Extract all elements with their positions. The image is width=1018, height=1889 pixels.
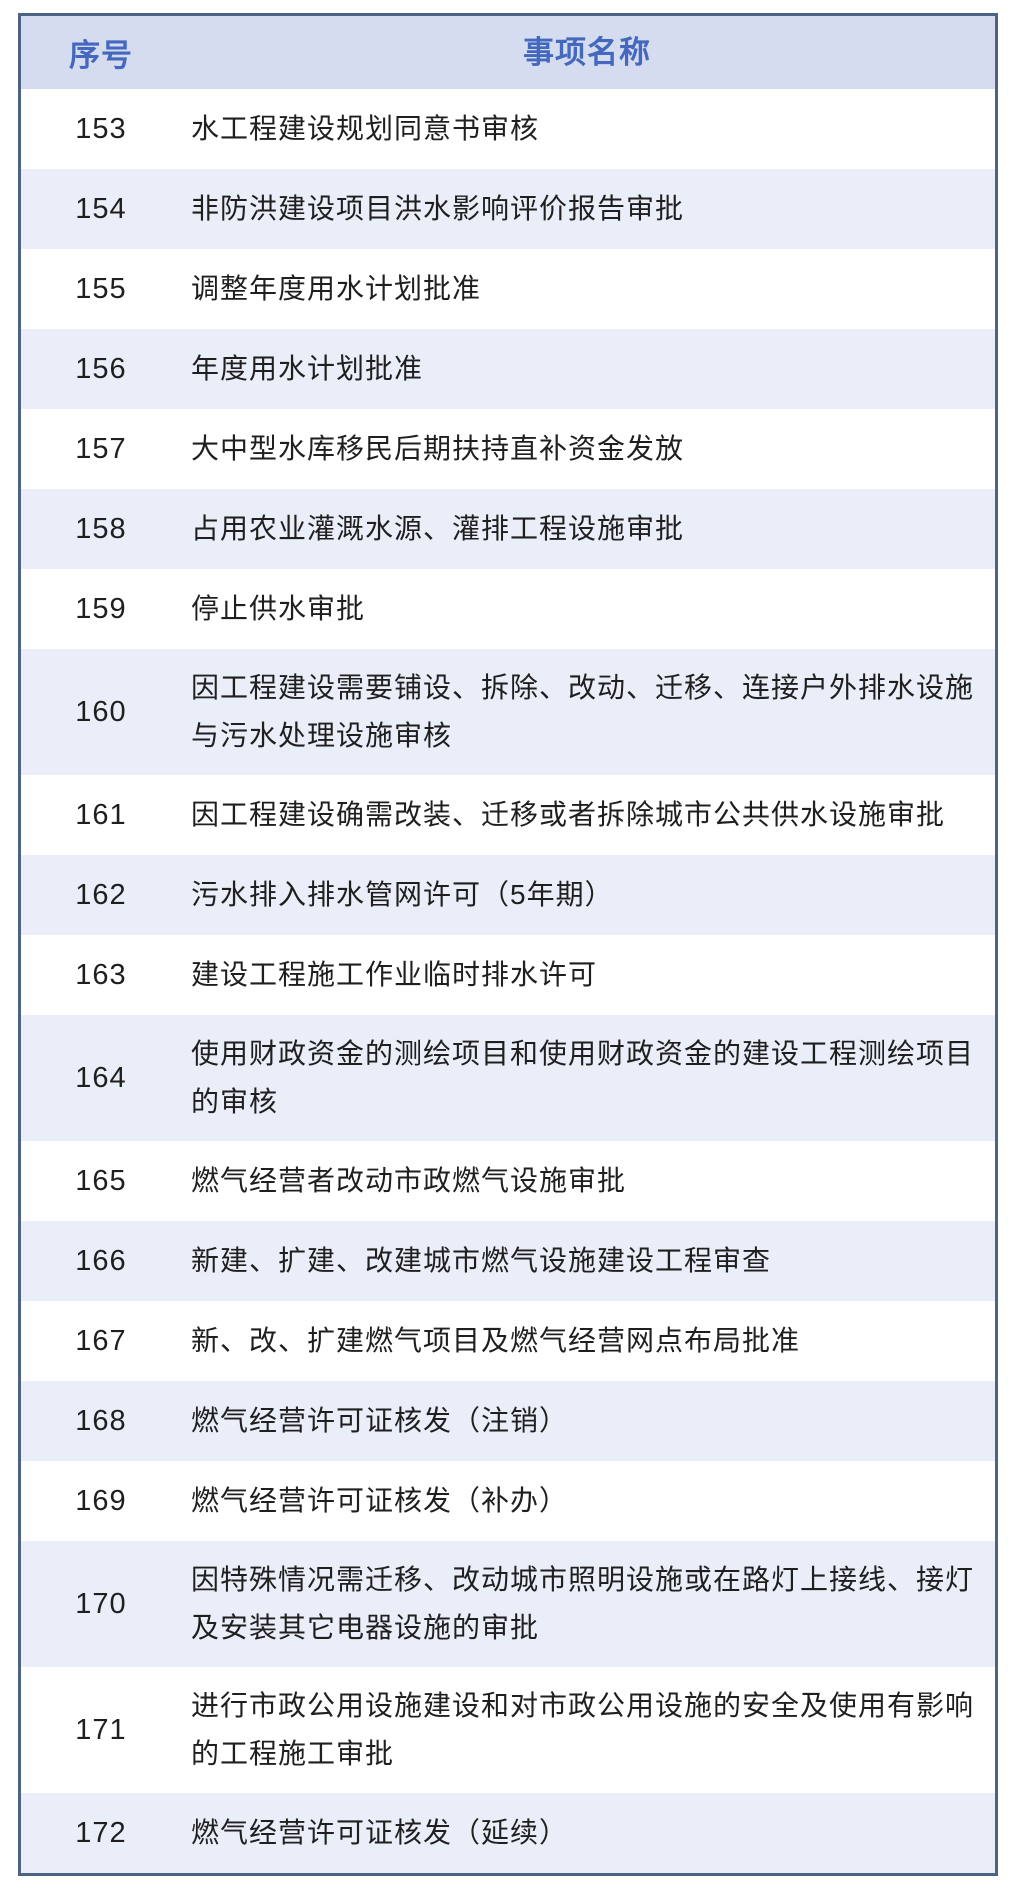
table-row: 163 建设工程施工作业临时排水许可 — [21, 935, 995, 1015]
row-name: 水工程建设规划同意书审核 — [191, 113, 540, 144]
table-row: 166 新建、扩建、改建城市燃气设施建设工程审查 — [21, 1221, 995, 1301]
row-number: 154 — [75, 192, 127, 225]
row-name: 年度用水计划批准 — [191, 353, 424, 384]
row-number: 164 — [75, 1061, 127, 1094]
table-row: 170 因特殊情况需迁移、改动城市照明设施或在路灯上接线、接灯及安装其它电器设施… — [21, 1541, 995, 1667]
row-name: 因特殊情况需迁移、改动城市照明设施或在路灯上接线、接灯及安装其它电器设施的审批 — [191, 1564, 975, 1643]
row-name: 大中型水库移民后期扶持直补资金发放 — [191, 433, 685, 464]
row-number: 160 — [75, 695, 127, 728]
row-name: 新建、扩建、改建城市燃气设施建设工程审查 — [191, 1245, 772, 1276]
row-name: 使用财政资金的测绘项目和使用财政资金的建设工程测绘项目的审核 — [191, 1038, 975, 1117]
row-number: 166 — [75, 1244, 127, 1277]
row-name: 燃气经营许可证核发（补办） — [191, 1485, 569, 1516]
row-number: 170 — [75, 1587, 127, 1620]
table-row: 155 调整年度用水计划批准 — [21, 249, 995, 329]
table-row: 161 因工程建设确需改装、迁移或者拆除城市公共供水设施审批 — [21, 775, 995, 855]
row-name: 停止供水审批 — [191, 593, 366, 624]
row-name: 因工程建设确需改装、迁移或者拆除城市公共供水设施审批 — [191, 799, 946, 830]
table-row: 169 燃气经营许可证核发（补办） — [21, 1461, 995, 1541]
row-name: 调整年度用水计划批准 — [191, 273, 482, 304]
row-number: 171 — [75, 1713, 127, 1746]
row-name: 燃气经营许可证核发（注销） — [191, 1405, 569, 1436]
row-name: 污水排入排水管网许可（5年期） — [191, 879, 614, 910]
row-number: 172 — [75, 1816, 127, 1849]
row-number: 167 — [75, 1324, 127, 1357]
row-name: 新、改、扩建燃气项目及燃气经营网点布局批准 — [191, 1325, 801, 1356]
row-number: 158 — [75, 512, 127, 545]
table-row: 168 燃气经营许可证核发（注销） — [21, 1381, 995, 1461]
table-row: 162 污水排入排水管网许可（5年期） — [21, 855, 995, 935]
row-number: 165 — [75, 1164, 127, 1197]
row-name: 因工程建设需要铺设、拆除、改动、迁移、连接户外排水设施与污水处理设施审核 — [191, 672, 975, 751]
row-name: 燃气经营者改动市政燃气设施审批 — [191, 1165, 627, 1196]
row-number: 169 — [75, 1484, 127, 1517]
table-header-row: 序号 事项名称 — [21, 16, 995, 89]
row-name: 建设工程施工作业临时排水许可 — [191, 959, 598, 990]
header-cell-seq: 序号 — [69, 38, 133, 73]
table-row: 167 新、改、扩建燃气项目及燃气经营网点布局批准 — [21, 1301, 995, 1381]
table-row: 156 年度用水计划批准 — [21, 329, 995, 409]
table-row: 164 使用财政资金的测绘项目和使用财政资金的建设工程测绘项目的审核 — [21, 1015, 995, 1141]
row-name: 进行市政公用设施建设和对市政公用设施的安全及使用有影响的工程施工审批 — [191, 1690, 975, 1769]
row-number: 156 — [75, 352, 127, 385]
table-row: 157 大中型水库移民后期扶持直补资金发放 — [21, 409, 995, 489]
row-number: 162 — [75, 878, 127, 911]
table-row: 158 占用农业灌溉水源、灌排工程设施审批 — [21, 489, 995, 569]
table-row: 153 水工程建设规划同意书审核 — [21, 89, 995, 169]
row-number: 163 — [75, 958, 127, 991]
row-number: 159 — [75, 592, 127, 625]
table-row: 159 停止供水审批 — [21, 569, 995, 649]
row-number: 153 — [75, 112, 127, 145]
row-name: 燃气经营许可证核发（延续） — [191, 1817, 569, 1848]
header-cell-name: 事项名称 — [523, 34, 651, 70]
table-row: 154 非防洪建设项目洪水影响评价报告审批 — [21, 169, 995, 249]
row-number: 161 — [75, 798, 127, 831]
row-number: 168 — [75, 1404, 127, 1437]
row-name: 非防洪建设项目洪水影响评价报告审批 — [191, 193, 685, 224]
table-row: 171 进行市政公用设施建设和对市政公用设施的安全及使用有影响的工程施工审批 — [21, 1667, 995, 1793]
row-number: 157 — [75, 432, 127, 465]
row-number: 155 — [75, 272, 127, 305]
row-name: 占用农业灌溉水源、灌排工程设施审批 — [191, 513, 685, 544]
approval-items-table: 序号 事项名称 153 水工程建设规划同意书审核 154 非防洪建设项目洪水影响… — [18, 13, 998, 1876]
table-row: 165 燃气经营者改动市政燃气设施审批 — [21, 1141, 995, 1221]
table-row: 172 燃气经营许可证核发（延续） — [21, 1793, 995, 1873]
table-row: 160 因工程建设需要铺设、拆除、改动、迁移、连接户外排水设施与污水处理设施审核 — [21, 649, 995, 775]
table-body: 153 水工程建设规划同意书审核 154 非防洪建设项目洪水影响评价报告审批 1… — [21, 89, 995, 1873]
